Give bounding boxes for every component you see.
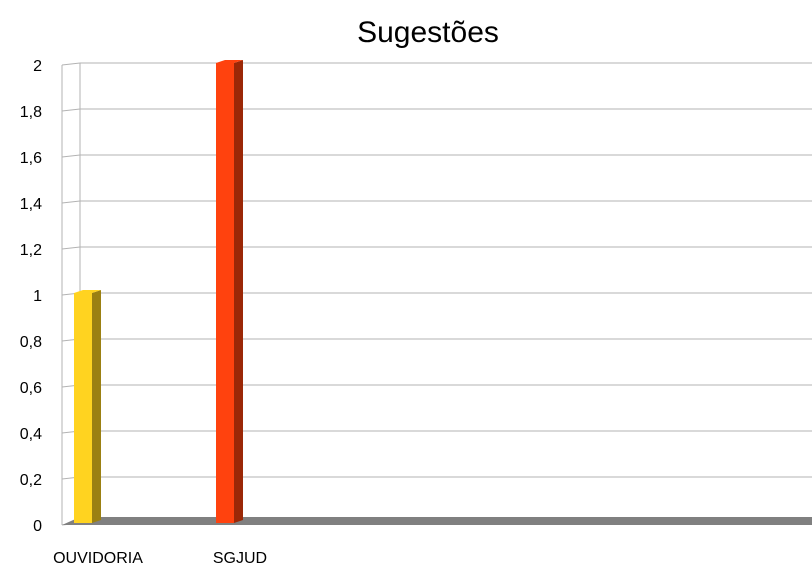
y-tick-label: 0,4 bbox=[20, 426, 42, 443]
y-tick-label: 0,8 bbox=[20, 334, 42, 351]
bar-top bbox=[74, 290, 101, 293]
floor-slab bbox=[62, 517, 812, 525]
y-tick-label: 0,2 bbox=[20, 472, 42, 489]
gridline-depth bbox=[61, 200, 81, 204]
bar-sgjud bbox=[216, 60, 243, 523]
chart-title: Sugestões bbox=[357, 16, 499, 49]
gridline-depth bbox=[61, 108, 81, 112]
chart-floor bbox=[62, 517, 812, 525]
y-tick-label: 0 bbox=[33, 518, 42, 535]
bar-ouvidoria bbox=[74, 290, 101, 523]
y-tick-label: 1 bbox=[33, 288, 42, 305]
y-tick-label: 0,6 bbox=[20, 380, 42, 397]
gridlines bbox=[61, 62, 812, 526]
bar-side bbox=[92, 290, 101, 523]
bar-front bbox=[74, 293, 92, 523]
bar-front bbox=[216, 63, 234, 523]
y-tick-label: 1,2 bbox=[20, 242, 42, 259]
gridline-depth bbox=[61, 62, 81, 66]
gridline-depth bbox=[61, 154, 81, 158]
bars bbox=[74, 60, 243, 523]
bar-top bbox=[216, 60, 243, 63]
y-tick-label: 1,6 bbox=[20, 150, 42, 167]
gridline-depth bbox=[61, 246, 81, 250]
y-tick-label: 2 bbox=[33, 58, 42, 75]
y-tick-label: 1,4 bbox=[20, 196, 42, 213]
y-tick-label: 1,8 bbox=[20, 104, 42, 121]
bar-side bbox=[234, 60, 243, 523]
x-tick-label: SGJUD bbox=[213, 550, 267, 567]
x-axis-labels: OUVIDORIA SGJUD bbox=[53, 550, 267, 567]
y-axis-ticks: 0 0,2 0,4 0,6 0,8 1 1,2 1,4 1,6 1,8 2 bbox=[20, 58, 42, 535]
x-tick-label: OUVIDORIA bbox=[53, 550, 143, 567]
